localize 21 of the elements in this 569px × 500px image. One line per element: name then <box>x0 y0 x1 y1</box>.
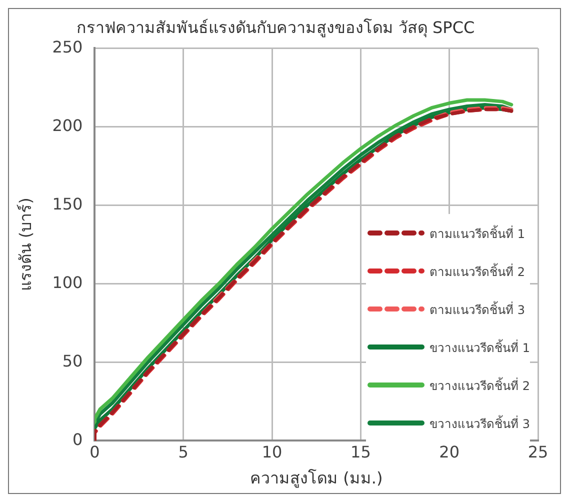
legend-label: ขวางแนวรีดชิ้นที่ 3 <box>430 414 530 432</box>
y-axis-title: แรงดัน (บาร์) <box>16 198 35 292</box>
chart-title: กราฟความสัมพันธ์แรงดันกับความสูงของโดม วัสดุ SPCC <box>76 18 475 38</box>
x-axis-title: ความสูงโดม (มม.) <box>250 468 383 489</box>
y-tick-label: 250 <box>52 37 83 56</box>
y-tick-label: 0 <box>72 430 83 449</box>
legend-label: ตามแนวรีดชิ้นที่ 3 <box>430 300 525 318</box>
x-tick-label: 20 <box>439 442 460 462</box>
y-tick-label: 50 <box>62 351 83 370</box>
y-tick-label: 200 <box>52 116 83 135</box>
legend-label: ตามแนวรีดชิ้นที่ 1 <box>430 224 525 242</box>
legend-label: ตามแนวรีดชิ้นที่ 2 <box>430 262 525 280</box>
legend-label: ขวางแนวรีดชิ้นที่ 1 <box>430 338 530 356</box>
x-tick-label: 5 <box>178 442 188 462</box>
x-tick-label: 10 <box>262 442 282 462</box>
y-tick-label: 100 <box>52 272 83 292</box>
legend-label: ขวางแนวรีดชิ้นที่ 2 <box>430 376 530 394</box>
x-tick-label: 0 <box>90 442 100 462</box>
x-tick-label: 15 <box>350 442 371 462</box>
y-tick-label: 150 <box>52 194 83 214</box>
x-tick-label: 25 <box>528 442 548 462</box>
